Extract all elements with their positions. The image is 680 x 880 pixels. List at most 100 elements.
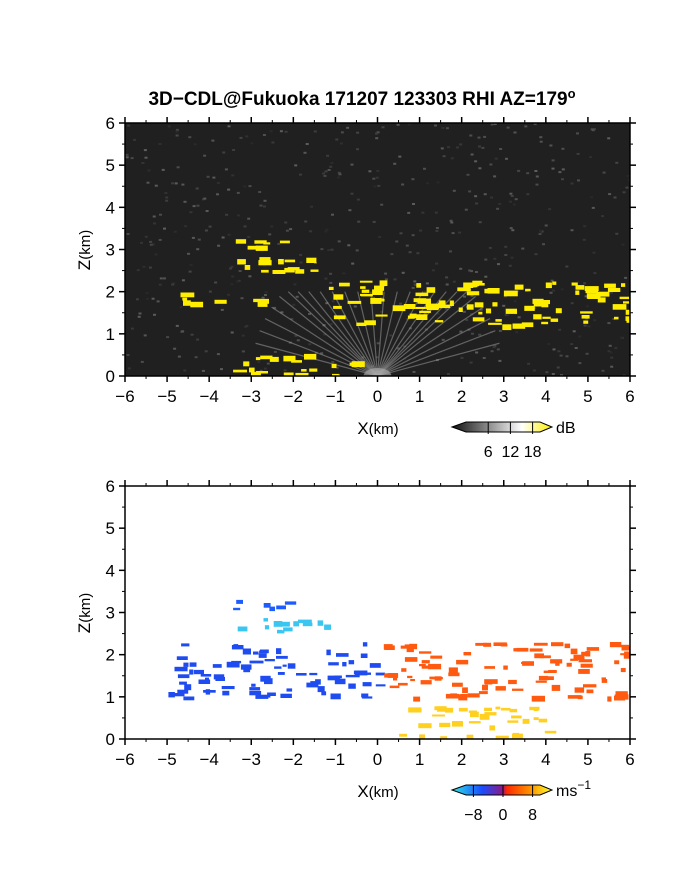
echo-cell (442, 304, 451, 308)
noise-speck (583, 225, 587, 228)
noise-speck (578, 335, 582, 338)
echo-cell (566, 662, 572, 667)
noise-speck (556, 366, 560, 369)
noise-speck (376, 169, 380, 172)
noise-speck (153, 313, 156, 316)
noise-speck (478, 145, 481, 148)
noise-speck (396, 347, 400, 350)
noise-speck (513, 300, 517, 303)
echo-cell (575, 290, 580, 295)
noise-speck (576, 280, 580, 283)
noise-speck (493, 123, 497, 125)
echo-cell (360, 294, 373, 297)
echo-cell (374, 285, 385, 291)
noise-speck (325, 228, 329, 231)
noise-speck (337, 176, 340, 179)
noise-speck (323, 333, 327, 336)
echo-cell (189, 669, 194, 675)
echo-cell (533, 314, 542, 320)
noise-speck (236, 280, 239, 283)
noise-speck (498, 329, 502, 332)
echo-cell (298, 619, 312, 624)
noise-speck (398, 155, 402, 158)
x-tick-label: 0 (373, 750, 382, 769)
noise-speck (478, 333, 482, 336)
echo-cell (624, 651, 630, 655)
noise-speck (227, 233, 231, 236)
echo-cell (249, 687, 261, 691)
noise-speck (144, 156, 148, 159)
noise-speck (247, 217, 251, 220)
echo-cell (260, 675, 271, 682)
noise-speck (411, 178, 415, 181)
noise-speck (517, 169, 521, 172)
echo-cell (550, 318, 559, 322)
noise-speck (172, 282, 176, 285)
echo-cell (484, 707, 492, 711)
noise-speck (441, 338, 445, 341)
noise-speck (126, 233, 130, 235)
echo-cell (433, 677, 443, 680)
noise-speck (166, 336, 170, 339)
echo-cell (478, 691, 488, 695)
noise-speck (326, 154, 330, 157)
noise-speck (244, 325, 248, 328)
echo-cell (284, 267, 295, 273)
noise-speck (232, 149, 236, 151)
noise-speck (295, 295, 299, 298)
noise-speck (384, 278, 388, 281)
noise-speck (189, 264, 193, 267)
echo-cell (342, 662, 347, 667)
noise-speck (610, 356, 614, 359)
echo-cell (428, 663, 442, 670)
noise-speck (551, 373, 555, 375)
echo-cell (410, 679, 415, 682)
echo-cell (524, 305, 535, 311)
echo-cell (420, 680, 432, 685)
noise-speck (557, 350, 561, 353)
colorbar-tick-label: 8 (528, 807, 537, 824)
echo-cell (170, 693, 185, 697)
noise-speck (351, 262, 355, 265)
echo-cell (226, 661, 240, 668)
noise-speck (143, 334, 147, 337)
echo-cell (509, 708, 518, 713)
echo-cell (466, 304, 474, 310)
noise-speck (156, 300, 160, 303)
noise-speck (395, 240, 399, 243)
echo-cell (475, 642, 487, 646)
echo-cell (623, 654, 630, 659)
noise-speck (327, 249, 331, 252)
noise-speck (158, 283, 162, 286)
noise-speck (399, 302, 403, 305)
echo-cell (419, 651, 432, 654)
noise-speck (560, 288, 564, 291)
echo-cell (236, 599, 243, 604)
echo-cell (249, 660, 264, 664)
echo-cell (468, 721, 481, 724)
noise-speck (337, 240, 341, 243)
noise-speck (230, 265, 234, 268)
noise-speck (584, 295, 588, 298)
noise-speck (243, 185, 247, 188)
echo-cell (261, 269, 269, 273)
noise-speck (372, 177, 376, 180)
noise-speck (196, 248, 200, 251)
noise-speck (211, 139, 215, 142)
noise-speck (308, 313, 311, 315)
echo-cell (580, 663, 593, 668)
echo-cell (508, 679, 517, 685)
x-tick-label: −6 (115, 387, 134, 406)
echo-cell (463, 652, 472, 656)
noise-speck (329, 323, 333, 326)
velocity-plot-background (125, 486, 630, 739)
echo-cell (439, 722, 451, 728)
noise-speck (248, 275, 252, 278)
echo-cell (200, 674, 212, 677)
noise-speck (590, 196, 593, 199)
echo-cell (276, 648, 282, 655)
noise-speck (167, 125, 171, 128)
noise-speck (565, 265, 569, 268)
echo-cell (269, 606, 275, 612)
noise-speck (535, 183, 539, 186)
